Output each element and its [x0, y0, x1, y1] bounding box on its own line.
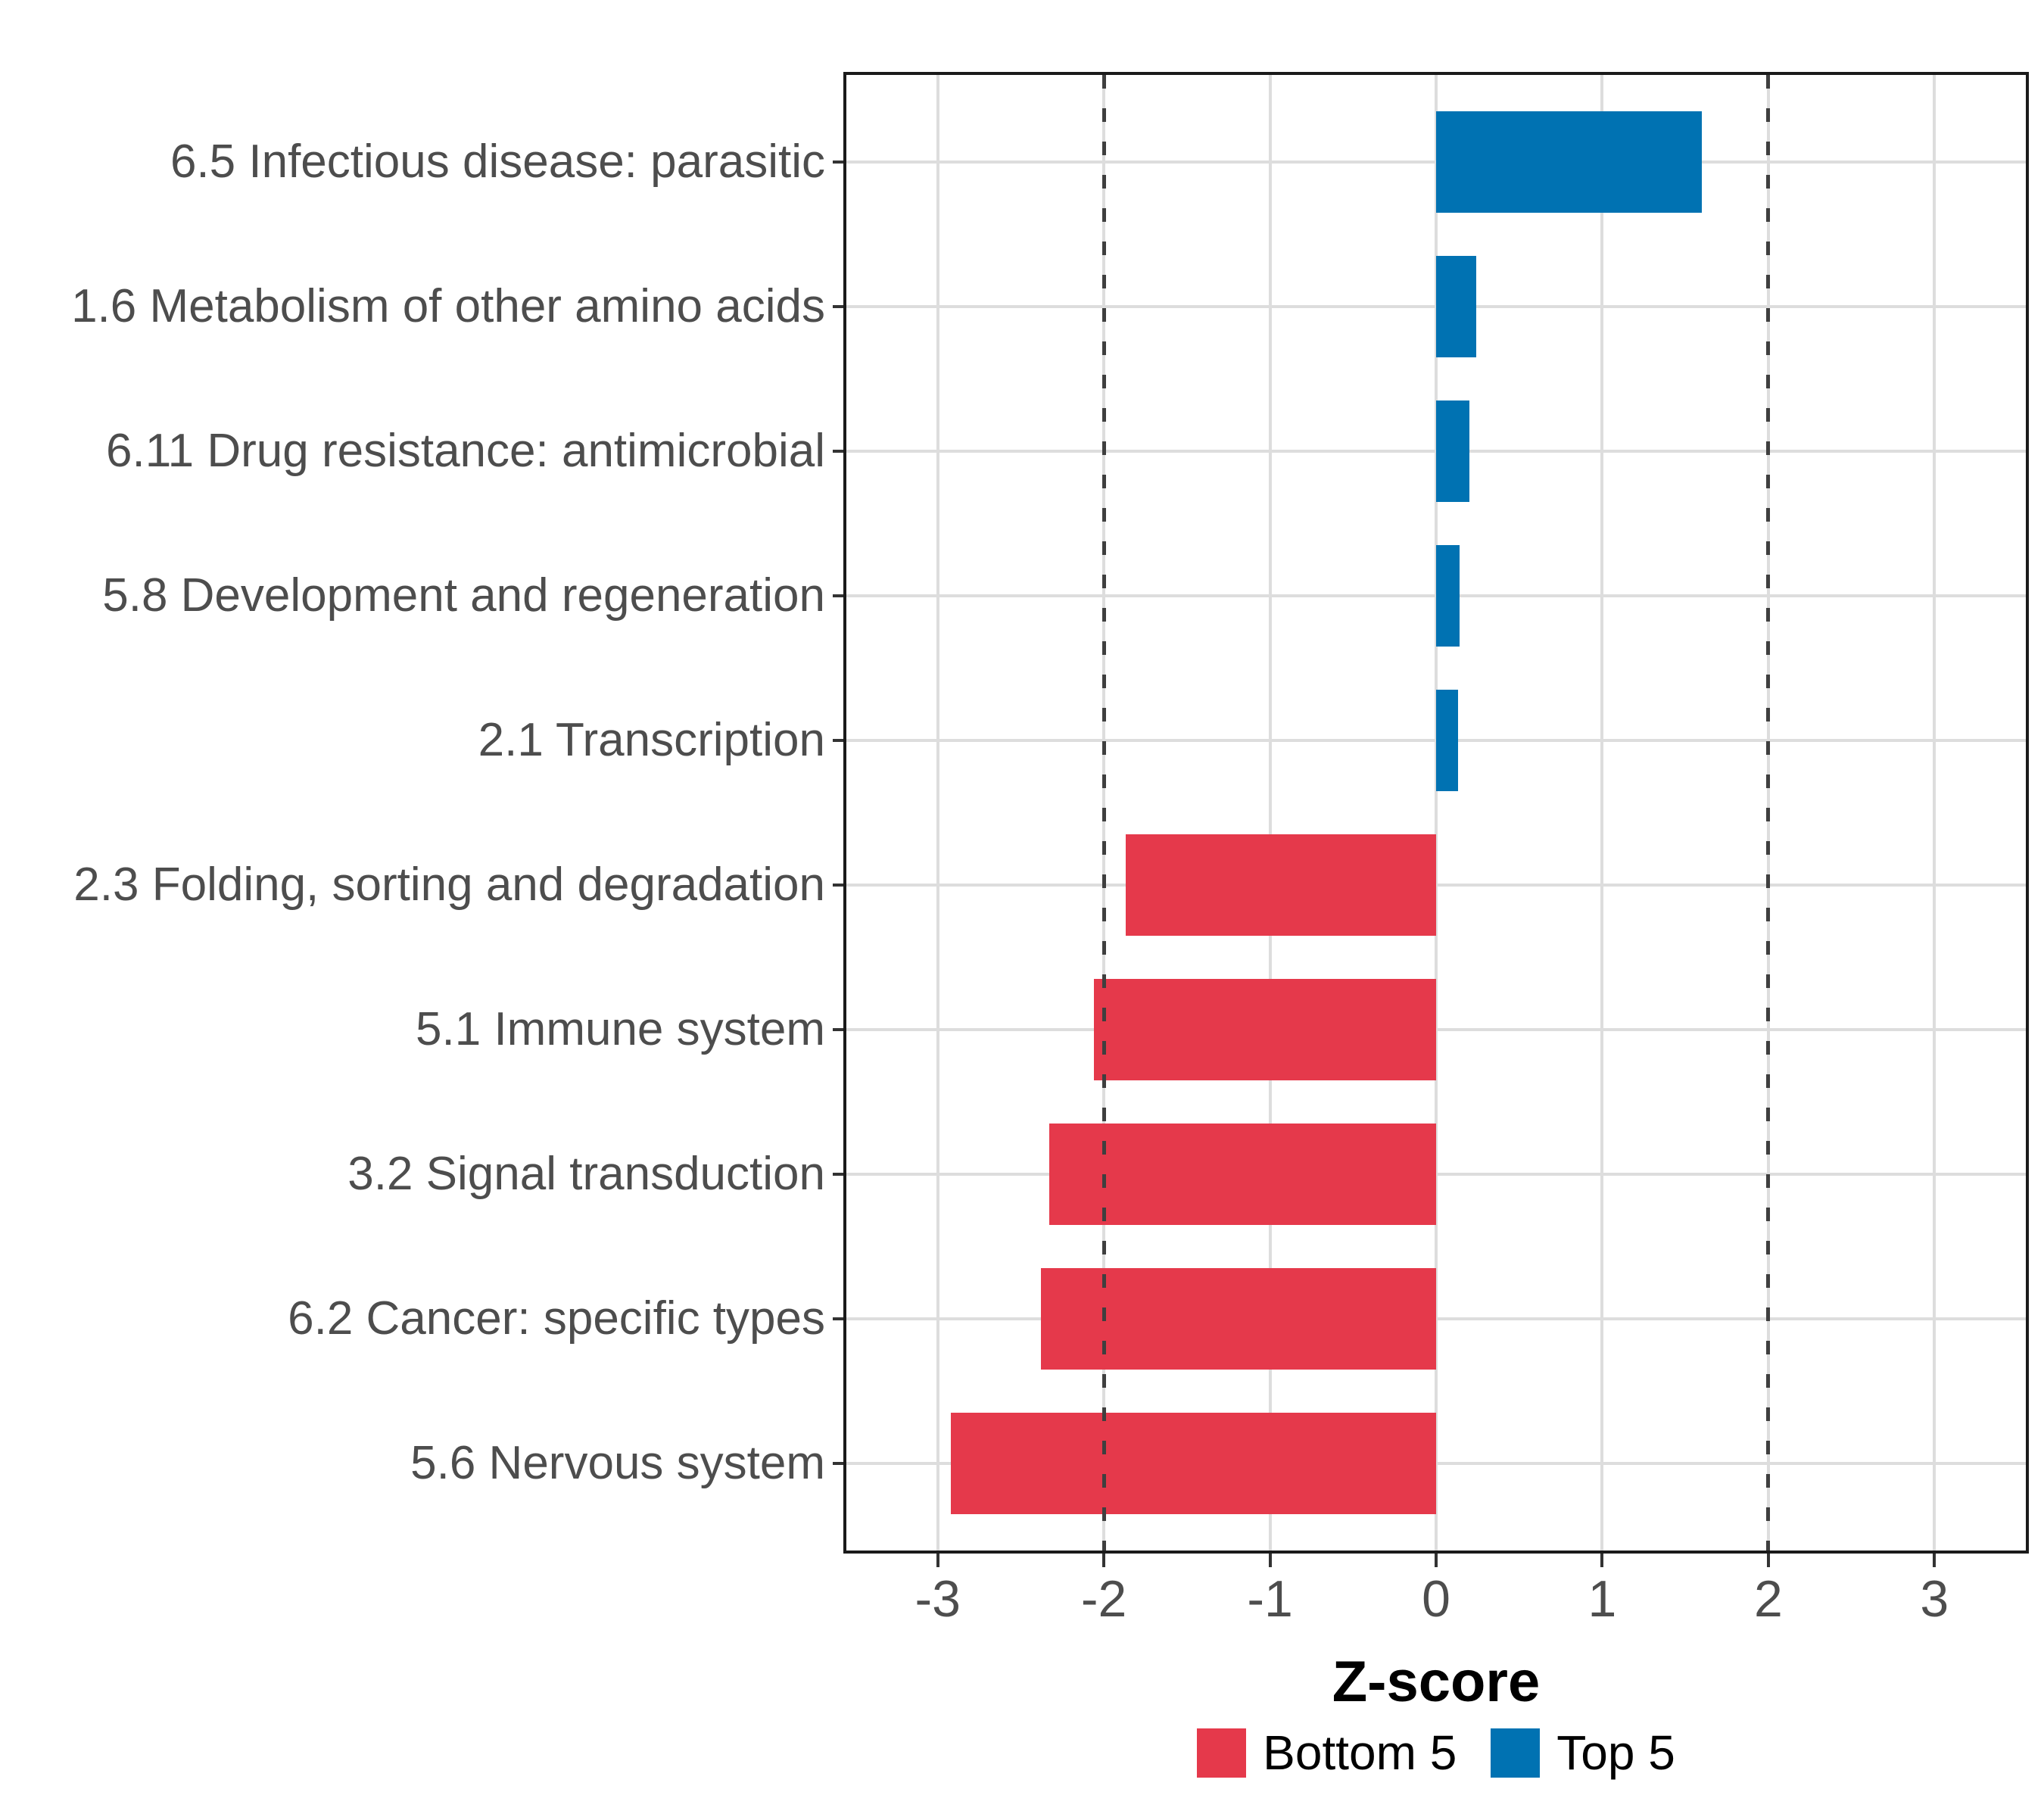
- y-tick-label: 5.1 Immune system: [416, 1003, 825, 1056]
- x-tick: [936, 1554, 939, 1567]
- bar-5.6 Nervous system: [951, 1413, 1436, 1515]
- bar-2.3 Folding, sorting and degradation: [1125, 834, 1436, 937]
- reference-line-2: [1766, 75, 1771, 1551]
- x-axis-title: Z-score: [1332, 1650, 1541, 1714]
- x-tick-label: -2: [1080, 1570, 1127, 1628]
- gridline-x-1: [1600, 75, 1604, 1551]
- bar-5.1 Immune system: [1093, 979, 1436, 1081]
- reference-line--2: [1101, 75, 1106, 1551]
- y-tick-label: 5.6 Nervous system: [410, 1437, 825, 1490]
- y-tick-label: 5.8 Development and regeneration: [102, 569, 825, 622]
- bar-6.2 Cancer: specific types: [1040, 1268, 1436, 1370]
- x-tick-label: -1: [1247, 1570, 1293, 1628]
- y-tick-label: 3.2 Signal transduction: [347, 1148, 825, 1201]
- bar-6.11 Drug resistance: antimicrobial: [1436, 400, 1469, 502]
- legend-item-top5: Top 5: [1491, 1726, 1675, 1779]
- x-tick-label: 3: [1920, 1570, 1949, 1628]
- x-tick: [1766, 1554, 1770, 1567]
- gridline-y: [846, 1317, 2026, 1321]
- y-tick: [833, 160, 846, 164]
- y-tick: [833, 1173, 846, 1177]
- legend-swatch-top5-icon: [1491, 1728, 1541, 1778]
- x-tick-label: 0: [1422, 1570, 1450, 1628]
- gridline-y: [846, 1173, 2026, 1177]
- bar-3.2 Signal transduction: [1048, 1124, 1436, 1226]
- legend-item-bottom5: Bottom 5: [1197, 1726, 1457, 1779]
- y-tick-label: 6.2 Cancer: specific types: [288, 1292, 825, 1345]
- gridline-x--1: [1268, 75, 1272, 1551]
- legend: Bottom 5 Top 5: [846, 1726, 2026, 1779]
- bar-1.6 Metabolism of other amino acids: [1436, 255, 1476, 357]
- x-tick: [1435, 1554, 1438, 1567]
- legend-swatch-bottom5-icon: [1197, 1728, 1247, 1778]
- gridline-y: [846, 884, 2026, 887]
- y-tick-label: 1.6 Metabolism of other amino acids: [71, 279, 825, 332]
- x-tick-label: 2: [1753, 1570, 1783, 1628]
- y-tick: [833, 1028, 846, 1032]
- y-tick-label: 6.11 Drug resistance: antimicrobial: [106, 424, 825, 477]
- x-tick: [1102, 1554, 1106, 1567]
- gridline-x--3: [936, 75, 939, 1551]
- y-tick: [833, 1462, 846, 1466]
- y-tick: [833, 738, 846, 742]
- bar-6.5 Infectious disease: parasitic: [1436, 111, 1703, 213]
- x-tick-label: 1: [1588, 1570, 1617, 1628]
- y-tick: [833, 884, 846, 887]
- y-tick-label: 2.1 Transcription: [478, 713, 825, 766]
- y-tick: [833, 449, 846, 453]
- gridline-y: [846, 1028, 2026, 1032]
- x-tick: [1933, 1554, 1937, 1567]
- x-tick: [1268, 1554, 1272, 1567]
- gridline-y: [846, 1462, 2026, 1466]
- y-tick: [833, 1317, 846, 1321]
- legend-label-bottom5: Bottom 5: [1263, 1725, 1457, 1780]
- y-tick-label: 6.5 Infectious disease: parasitic: [170, 135, 825, 188]
- gridline-x-3: [1933, 75, 1937, 1551]
- y-tick: [833, 594, 846, 597]
- legend-label-top5: Top 5: [1556, 1725, 1675, 1780]
- gridline-x-0: [1435, 75, 1438, 1551]
- x-tick: [1600, 1554, 1604, 1567]
- y-tick-label: 2.3 Folding, sorting and degradation: [73, 859, 825, 912]
- x-tick-label: -3: [915, 1570, 961, 1628]
- y-tick: [833, 304, 846, 308]
- bar-2.1 Transcription: [1436, 689, 1458, 791]
- bar-5.8 Development and regeneration: [1436, 544, 1460, 647]
